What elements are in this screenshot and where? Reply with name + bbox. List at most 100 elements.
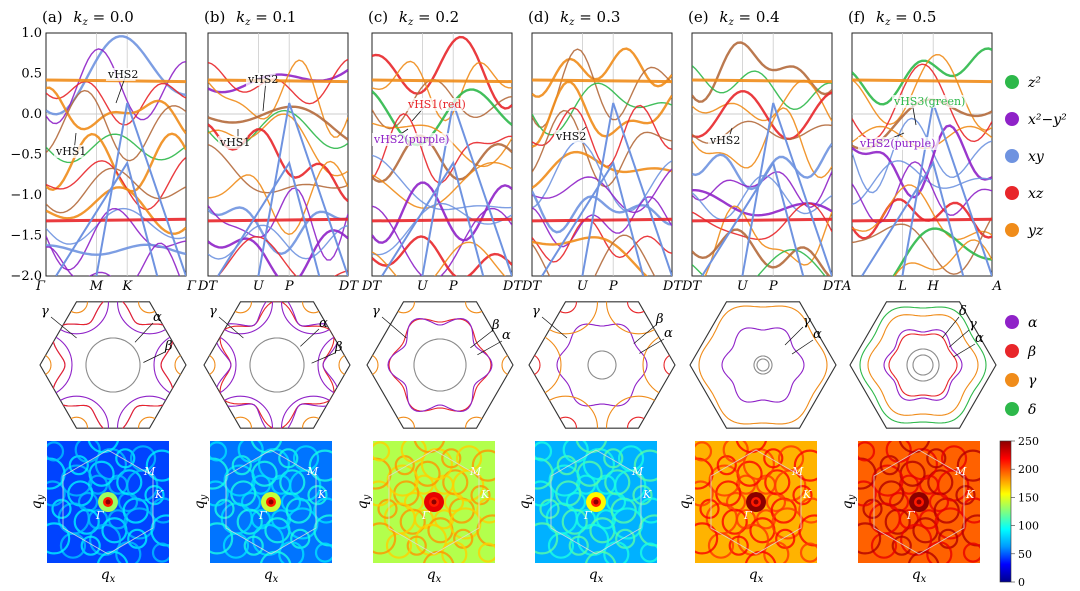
heatmap-feature bbox=[730, 565, 748, 583]
heatmap-feature bbox=[47, 480, 66, 507]
heatmap-peak bbox=[593, 499, 599, 505]
heatmap-feature bbox=[245, 565, 263, 583]
fermi-sheet bbox=[859, 306, 987, 424]
band-curve bbox=[893, 239, 992, 276]
band-curve bbox=[208, 160, 348, 236]
dispersive-band bbox=[861, 160, 965, 276]
x-axis-label: qx bbox=[101, 567, 116, 585]
heatmap-point-label: M bbox=[469, 465, 482, 478]
sheet-label: α bbox=[153, 310, 162, 325]
brillouin-zone bbox=[689, 301, 837, 429]
flat-band bbox=[852, 78, 992, 84]
fermi-sheet bbox=[214, 301, 340, 429]
colorbar-tick-label: 0 bbox=[1018, 576, 1025, 589]
band-curve bbox=[532, 48, 672, 128]
orbital-legend-marker bbox=[1005, 112, 1019, 126]
heatmap-point-label: M bbox=[631, 465, 644, 478]
heatmap-feature bbox=[891, 535, 912, 556]
band-curve bbox=[208, 224, 348, 260]
corner-pocket bbox=[207, 301, 274, 335]
band-curve bbox=[532, 140, 672, 212]
annotation-bg bbox=[892, 95, 967, 108]
sheet-label: γ bbox=[372, 304, 380, 319]
band-curve bbox=[208, 105, 348, 141]
fermi-sheet bbox=[388, 318, 492, 412]
heatmap-point-label: Γ bbox=[743, 509, 752, 522]
sheet-label: β bbox=[655, 312, 664, 327]
band-curve bbox=[208, 229, 348, 276]
annotation-bg bbox=[708, 134, 738, 147]
heatmap-bz bbox=[225, 449, 317, 555]
heatmap-feature bbox=[858, 522, 882, 555]
fermi-surface-panel: γ βα bbox=[366, 301, 514, 429]
heatmap-peak bbox=[431, 499, 437, 505]
heatmap-point-label: Γ bbox=[95, 509, 104, 522]
band-curve bbox=[208, 59, 348, 138]
band-curve bbox=[46, 89, 186, 162]
k-point-label: U bbox=[253, 279, 265, 294]
band-curve bbox=[46, 86, 186, 135]
sheet-legend-label: α bbox=[1028, 315, 1038, 331]
k-point-label: U bbox=[737, 279, 749, 294]
heatmap-feature bbox=[210, 441, 228, 462]
heatmap-feature bbox=[151, 542, 169, 563]
heatmap-feature bbox=[442, 421, 460, 439]
k-point-label: K bbox=[121, 279, 133, 294]
band-curve bbox=[208, 187, 348, 261]
band-curve bbox=[532, 109, 672, 188]
band-curve bbox=[692, 228, 831, 276]
band-lines bbox=[208, 58, 348, 276]
sheet-legend-label: γ bbox=[1028, 373, 1037, 389]
vhs-annotation: vHS1 bbox=[55, 145, 86, 158]
dispersive-band bbox=[55, 160, 159, 276]
x-axis-label: qx bbox=[427, 567, 442, 585]
heatmap-peak bbox=[105, 499, 111, 505]
band-curve bbox=[852, 53, 992, 131]
k-point-label: A bbox=[841, 279, 851, 294]
heatmap-feature bbox=[80, 535, 101, 556]
flat-band bbox=[372, 78, 512, 84]
band-curve bbox=[208, 123, 348, 202]
heatmap-feature bbox=[406, 535, 427, 556]
band-curve bbox=[692, 174, 832, 221]
corner-pocket bbox=[228, 301, 253, 314]
sheet-leader bbox=[477, 340, 503, 356]
flat-band bbox=[532, 217, 672, 223]
orbital-legend-label: z² bbox=[1027, 75, 1041, 91]
heatmap-feature bbox=[210, 521, 211, 526]
heatmap-feature bbox=[638, 497, 657, 524]
band-curve bbox=[852, 184, 992, 241]
sheet-label: β bbox=[491, 318, 500, 333]
heatmap-bz bbox=[388, 449, 480, 555]
heatmap-feature bbox=[799, 542, 817, 563]
heatmap-feature bbox=[793, 449, 817, 482]
annotation-bg bbox=[54, 145, 84, 158]
annotation-bg bbox=[106, 68, 136, 81]
heatmap-feature bbox=[639, 542, 657, 563]
orbital-legend-label: xy bbox=[1028, 149, 1045, 165]
band-structure-row: 1.0 0.5 0.0 −0.5 −1.0 −1.5 −2.0 (a) kz = 0.0 Γ M K… bbox=[10, 8, 1002, 294]
sheet-leader bbox=[541, 316, 568, 339]
heatmap-feature bbox=[816, 478, 817, 483]
annotation-bg bbox=[246, 73, 276, 86]
corner-pocket bbox=[553, 416, 578, 429]
heatmap-feature bbox=[373, 480, 392, 507]
heatmap-feature bbox=[373, 441, 391, 462]
band-curve bbox=[372, 202, 512, 256]
heatmap-feature bbox=[331, 478, 332, 483]
sheet-label: β bbox=[164, 339, 173, 354]
dispersive-band bbox=[257, 102, 348, 276]
corner-pocket bbox=[367, 353, 379, 377]
orbital-legend-marker bbox=[1005, 149, 1019, 163]
sheet-leader bbox=[218, 316, 244, 339]
heatmap-feature bbox=[116, 421, 134, 439]
fermi-surface-panel: δγα bbox=[849, 301, 997, 429]
heatmap-feature bbox=[695, 521, 696, 526]
heatmap-feature bbox=[695, 480, 714, 507]
heatmap-feature bbox=[798, 497, 817, 524]
sheet-leader bbox=[143, 351, 166, 363]
heatmap-feature bbox=[210, 480, 229, 507]
k-point-label: DT bbox=[662, 279, 683, 294]
corner-pocket bbox=[391, 416, 416, 429]
heatmap-feature bbox=[373, 521, 374, 526]
